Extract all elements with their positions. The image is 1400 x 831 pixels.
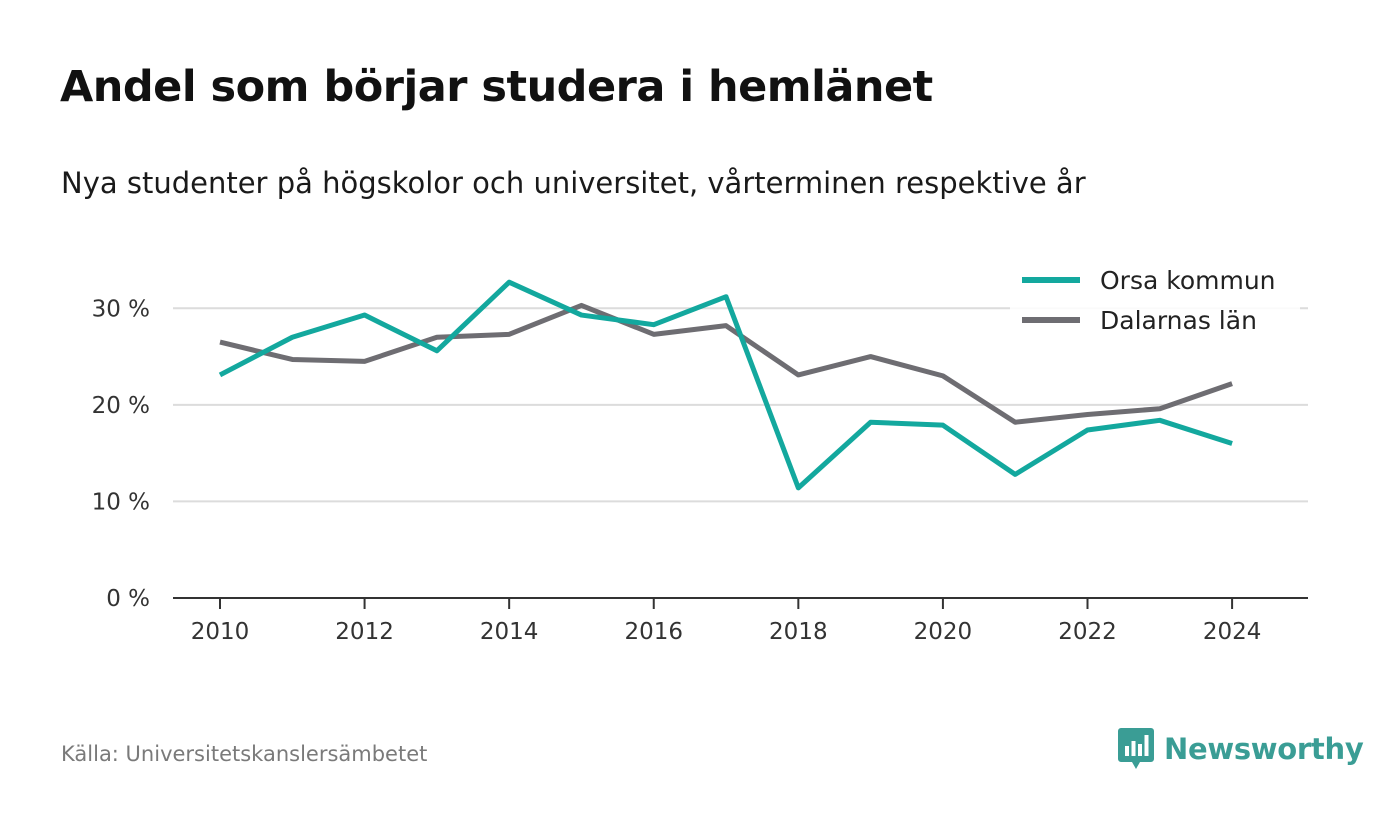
x-tick-label: 2020 xyxy=(914,619,973,645)
y-tick-label: 20 % xyxy=(92,393,150,419)
source-note: Källa: Universitetskanslersämbetet xyxy=(61,742,428,766)
legend-label: Orsa kommun xyxy=(1100,266,1276,295)
x-tick-label: 2016 xyxy=(624,619,683,645)
x-axis: 2010 2012 2014 2016 2018 2020 2022 2024 xyxy=(173,597,1308,645)
y-tick-label: 30 % xyxy=(92,296,150,322)
series-line-dalarnas-lan xyxy=(219,302,1233,425)
brand-logo[interactable]: Newsworthy xyxy=(1118,728,1364,770)
gridlines: 0 % 10 % 20 % 30 % xyxy=(92,296,1308,612)
chart-subtitle: Nya studenter på högskolor och universit… xyxy=(61,166,1086,200)
y-tick-label: 10 % xyxy=(92,489,150,515)
x-tick-label: 2012 xyxy=(335,619,394,645)
chart-title: Andel som börjar studera i hemlänet xyxy=(60,62,933,112)
x-tick-label: 2018 xyxy=(769,619,828,645)
x-tick-label: 2014 xyxy=(480,619,539,645)
series-lines xyxy=(218,279,1233,491)
legend-background xyxy=(1010,256,1300,342)
brand-name: Newsworthy xyxy=(1164,732,1364,766)
series-line-orsa-kommun xyxy=(218,279,1233,491)
legend-label: Dalarnas län xyxy=(1100,306,1257,335)
x-tick-label: 2022 xyxy=(1058,619,1117,645)
x-tick-label: 2024 xyxy=(1203,619,1262,645)
y-tick-label: 0 % xyxy=(106,586,150,612)
legend: Orsa kommun Dalarnas län xyxy=(1010,256,1300,342)
newsworthy-logo-icon xyxy=(1118,728,1154,769)
x-tick-label: 2010 xyxy=(191,619,250,645)
